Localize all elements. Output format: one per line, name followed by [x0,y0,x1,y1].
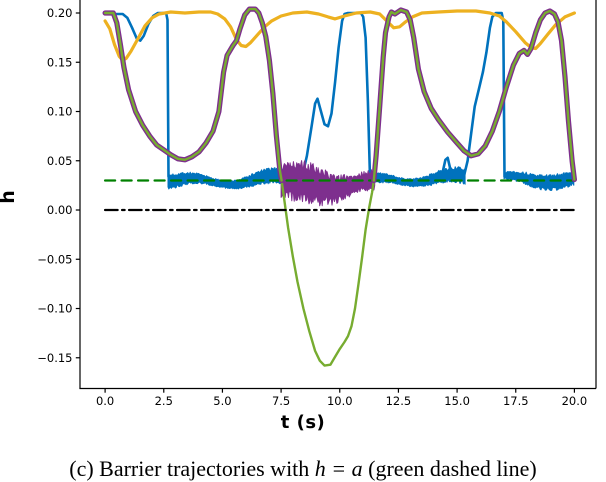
green-trajectory-core-2 [372,8,576,182]
x-tick-label: 5.0 [213,394,231,408]
y-axis-label: h [0,190,19,204]
green-trajectory-core-1 [103,7,283,182]
x-tick-label: 20.0 [562,394,588,408]
y-tick-label: 0.05 [47,154,73,168]
y-tick-label: −0.15 [37,351,72,365]
x-tick-label: 2.5 [155,394,173,408]
y-tick-label: −0.05 [37,252,72,266]
x-tick-label: 12.5 [386,394,412,408]
x-tick-label: 17.5 [503,394,529,408]
y-tick-label: 0.00 [47,203,73,217]
orange-trajectory [103,9,576,62]
caption-prefix: (c) Barrier trajectories with [69,456,315,481]
x-tick-label: 15.0 [444,394,470,408]
x-tick-label: 0.0 [96,394,114,408]
x-tick-label: 10.0 [327,394,353,408]
y-tick-label: 0.15 [47,55,73,69]
y-tick-label: −0.10 [37,302,72,316]
figure-caption: (c) Barrier trajectories with h = a (gre… [0,456,606,482]
x-axis-label: t (s) [280,412,326,433]
caption-math: h = a [314,456,363,481]
purple-noise-band [280,159,376,207]
y-tick-label: 0.20 [47,6,73,20]
caption-suffix: (green dashed line) [362,456,537,481]
blue-trajectory-seg-b [300,11,372,179]
green-deep-dip [280,179,375,367]
blue-trajectory-seg-c [462,11,506,178]
x-tick-label: 7.5 [272,394,290,408]
y-tick-label: 0.10 [47,105,73,119]
blue-bump [438,156,455,179]
